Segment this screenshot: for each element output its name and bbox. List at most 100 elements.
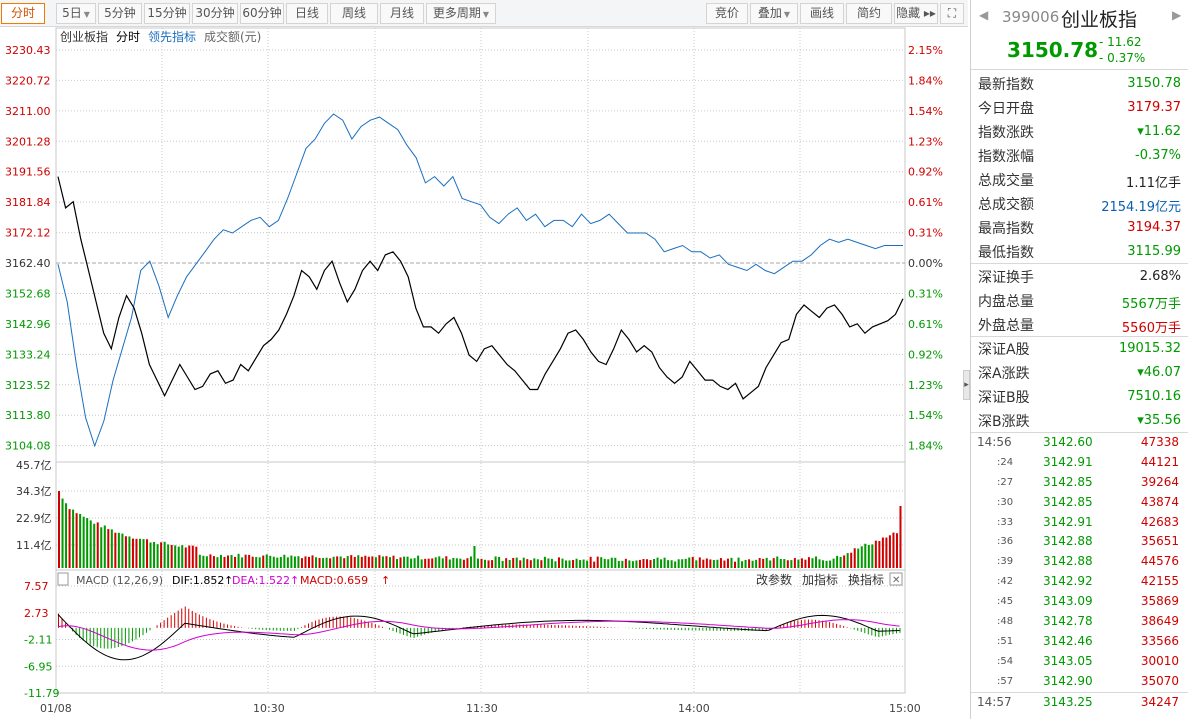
macd-bar bbox=[311, 621, 313, 628]
x-tick-label: 10:30 bbox=[253, 702, 285, 715]
add-indicator-button[interactable]: 加指标 bbox=[802, 572, 838, 587]
macd-expand-icon[interactable] bbox=[57, 572, 69, 586]
overlay-button[interactable]: 叠加 ▼ bbox=[750, 3, 798, 24]
tick-row[interactable]: :42 3142.92 42155 bbox=[971, 572, 1188, 592]
index-code: 399006 bbox=[1002, 8, 1060, 26]
tick-row[interactable]: :39 3142.88 44576 bbox=[971, 552, 1188, 572]
tick-volume: 44121 bbox=[1140, 454, 1179, 469]
macd-bar bbox=[279, 627, 281, 631]
volume-bar bbox=[304, 556, 307, 568]
tab-60min[interactable]: 60分钟 bbox=[240, 3, 284, 24]
volume-bar bbox=[505, 558, 508, 568]
tick-price: 3142.46 bbox=[1043, 633, 1093, 648]
macd-bar bbox=[656, 627, 658, 630]
volume-bar bbox=[350, 555, 353, 568]
tick-price: 3142.85 bbox=[1043, 474, 1093, 489]
macd-bar bbox=[307, 623, 309, 628]
volume-bar bbox=[843, 555, 846, 568]
tick-row[interactable]: :48 3142.78 38649 bbox=[971, 612, 1188, 632]
volume-bar bbox=[311, 555, 314, 568]
close-icon[interactable] bbox=[889, 572, 903, 586]
intraday-chart[interactable]: 3230.43 2.15% 3220.72 1.84% 3211.00 1.54% 3201… bbox=[0, 27, 964, 719]
macd-bar bbox=[146, 627, 148, 633]
prev-arrow-icon[interactable]: ◀ bbox=[979, 8, 989, 22]
tick-row[interactable]: :51 3142.46 33566 bbox=[971, 632, 1188, 652]
tick-time: :45 bbox=[997, 596, 1014, 608]
next-arrow-icon[interactable]: ▶ bbox=[1172, 8, 1182, 22]
macd-bar bbox=[702, 627, 704, 631]
switch-indicator-button[interactable]: 换指标 bbox=[848, 572, 884, 587]
tab-5day[interactable]: 5日 ▼ bbox=[56, 3, 96, 24]
tick-row[interactable]: 14:57 3143.25 34247 bbox=[971, 691, 1188, 712]
tab-daily[interactable]: 日线 bbox=[286, 3, 328, 24]
tab-30min[interactable]: 30分钟 bbox=[192, 3, 238, 24]
stat-value: 3179.37 bbox=[1127, 100, 1181, 115]
tick-row[interactable]: :33 3142.91 42683 bbox=[971, 513, 1188, 533]
tick-row[interactable]: :57 3142.90 35070 bbox=[971, 672, 1188, 692]
macd-tick-label: 7.57 bbox=[24, 580, 49, 593]
macd-bar bbox=[121, 627, 123, 647]
tick-row[interactable]: :45 3143.09 35869 bbox=[971, 592, 1188, 612]
stat-value: ▾46.07 bbox=[1137, 365, 1181, 380]
tick-row[interactable]: :36 3142.88 35651 bbox=[971, 532, 1188, 552]
volume-bar bbox=[195, 546, 198, 568]
macd-bar bbox=[547, 624, 549, 628]
macd-bar bbox=[388, 627, 390, 630]
macd-bar bbox=[607, 627, 609, 628]
y-tick-label: 3181.84 bbox=[5, 196, 51, 209]
volume-bar bbox=[174, 545, 177, 568]
stat-label: 外盘总量 bbox=[978, 318, 1034, 334]
volume-bar bbox=[723, 560, 726, 568]
tab-more-periods[interactable]: 更多周期 ▼ bbox=[426, 3, 496, 24]
tab-intraday[interactable]: 分时 bbox=[1, 3, 45, 24]
volume-bar bbox=[582, 559, 585, 568]
button-label: 竞价 bbox=[714, 6, 739, 20]
tick-row[interactable]: 14:56 3142.60 47338 bbox=[971, 433, 1188, 453]
tab-label: 更多周期 bbox=[432, 6, 481, 20]
tab-15min[interactable]: 15分钟 bbox=[144, 3, 190, 24]
macd-bar bbox=[124, 627, 126, 645]
macd-bar bbox=[779, 625, 781, 628]
volume-bar bbox=[867, 545, 870, 568]
auction-button[interactable]: 竞价 bbox=[706, 3, 748, 24]
macd-bar bbox=[642, 627, 644, 629]
tick-list[interactable]: 14:56 3142.60 47338:24 3142.91 44121:27 3142.… bbox=[971, 433, 1188, 711]
tick-row[interactable]: :27 3142.85 39264 bbox=[971, 473, 1188, 493]
macd-bar bbox=[191, 610, 193, 628]
volume-bar bbox=[832, 558, 835, 568]
macd-params-button[interactable]: 改参数 bbox=[756, 572, 792, 587]
volume-bar bbox=[117, 532, 120, 568]
volume-bar bbox=[216, 557, 219, 568]
volume-bar bbox=[533, 558, 536, 568]
tab-monthly[interactable]: 月线 bbox=[380, 3, 424, 24]
volume-bar bbox=[156, 544, 159, 568]
draw-line-button[interactable]: 画线 bbox=[800, 3, 844, 24]
tab-5min[interactable]: 5分钟 bbox=[98, 3, 142, 24]
macd-bar bbox=[272, 627, 274, 631]
volume-bar bbox=[607, 559, 610, 568]
macd-bar bbox=[209, 619, 211, 628]
tick-row[interactable]: :30 3142.85 43874 bbox=[971, 493, 1188, 513]
caret-down-icon: ▼ bbox=[783, 10, 791, 19]
macd-bar bbox=[822, 620, 824, 628]
volume-bar bbox=[346, 556, 349, 568]
macd-bar bbox=[793, 620, 795, 628]
tab-label: 日线 bbox=[294, 6, 319, 20]
tick-row[interactable]: :54 3143.05 30010 bbox=[971, 652, 1188, 672]
macd-bar bbox=[93, 627, 95, 647]
stat-label: 最低指数 bbox=[978, 245, 1034, 261]
volume-bar bbox=[695, 560, 698, 568]
macd-bar bbox=[719, 627, 721, 631]
simple-mode-button[interactable]: 简约 bbox=[846, 3, 892, 24]
expand-icon[interactable]: ⛶ bbox=[940, 3, 964, 24]
volume-bar bbox=[565, 560, 568, 568]
hide-button[interactable]: 隐藏 ▸▸ bbox=[894, 3, 938, 24]
macd-bar bbox=[550, 624, 552, 628]
macd-bar bbox=[758, 627, 760, 631]
tab-weekly[interactable]: 周线 bbox=[330, 3, 378, 24]
tick-row[interactable]: :24 3142.91 44121 bbox=[971, 453, 1188, 473]
legend-leading-indicator: 领先指标 bbox=[148, 29, 196, 44]
macd-bar bbox=[156, 625, 158, 628]
tab-label: 分时 bbox=[10, 6, 35, 20]
panel-toggle-icon[interactable]: ▸ bbox=[963, 370, 970, 400]
